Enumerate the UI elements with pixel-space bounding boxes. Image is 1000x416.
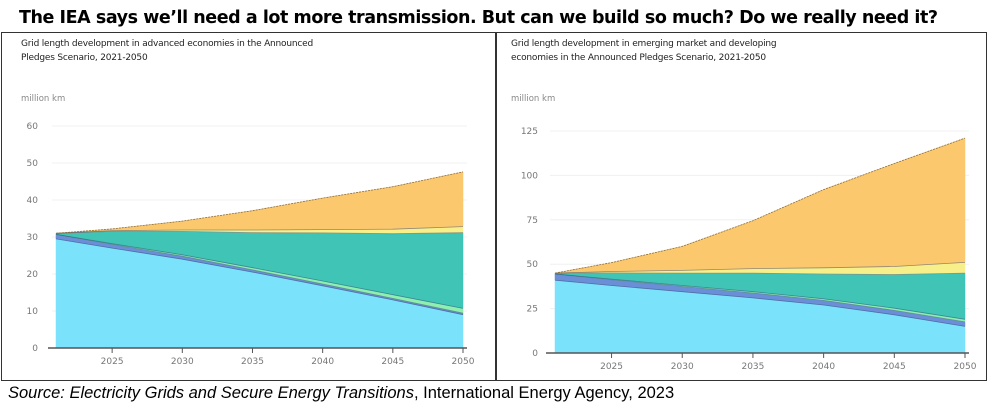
right-chart-title-line1: Grid length development in emerging mark…	[511, 39, 777, 49]
right-chart-y-unit: million km	[511, 94, 556, 104]
boundary-series_5	[55, 226, 464, 234]
source-rest: , International Energy Agency, 2023	[413, 384, 675, 402]
source-title: Electricity Grids and Secure Energy Tran…	[69, 384, 414, 402]
left-chart-title-line1: Grid length development in advanced econ…	[21, 39, 313, 49]
x-tick-label: 2050	[954, 362, 977, 372]
y-tick-label: 100	[521, 171, 538, 181]
left-chart-y-unit: million km	[21, 94, 66, 104]
x-tick-label: 2050	[452, 357, 475, 367]
source-citation: Source: Electricity Grids and Secure Ene…	[8, 384, 674, 403]
x-tick-label: 2025	[101, 357, 124, 367]
boundary-series_1	[55, 238, 464, 316]
y-tick-label: 60	[27, 122, 39, 132]
right-chart-title-line2: economies in the Announced Pledges Scena…	[511, 52, 766, 63]
x-tick-label: 2035	[741, 362, 764, 372]
y-tick-label: 125	[521, 127, 538, 137]
boundary-series_4	[554, 272, 966, 275]
headline: The IEA says we’ll need a lot more trans…	[19, 8, 938, 28]
y-tick-label: 50	[527, 260, 539, 270]
x-tick-label: 2045	[883, 362, 906, 372]
y-tick-label: 25	[527, 305, 538, 315]
y-tick-label: 0	[532, 349, 538, 359]
left-chart-title: Grid length development in advanced econ…	[21, 38, 313, 65]
x-tick-label: 2030	[671, 362, 694, 372]
x-tick-label: 2035	[241, 357, 264, 367]
x-tick-label: 2030	[171, 357, 194, 367]
y-tick-label: 30	[27, 233, 39, 243]
boundary-series_5	[554, 262, 966, 274]
x-tick-label: 2045	[381, 357, 404, 367]
x-tick-label: 2025	[600, 362, 623, 372]
boundary-series_1	[554, 279, 966, 327]
x-tick-label: 2040	[812, 362, 835, 372]
area-series_6	[55, 171, 464, 234]
boundary-series_2	[55, 234, 464, 314]
boundary-series_3	[55, 234, 464, 309]
y-tick-label: 0	[32, 344, 38, 354]
y-tick-label: 50	[27, 159, 39, 169]
boundary-series_4	[55, 231, 464, 235]
panel-divider	[495, 32, 497, 381]
right-chart-title: Grid length development in emerging mark…	[511, 38, 777, 65]
boundary-series_6	[55, 171, 464, 234]
source-prefix: Source:	[8, 384, 70, 402]
y-tick-label: 20	[27, 270, 39, 280]
charts-frame	[1, 32, 987, 381]
boundary-series_3	[554, 273, 966, 320]
y-tick-label: 10	[27, 307, 39, 317]
x-tick-label: 2040	[311, 357, 334, 367]
y-tick-label: 40	[27, 196, 39, 206]
area-series_6	[554, 137, 966, 274]
y-tick-label: 75	[527, 216, 538, 226]
boundary-series_2	[554, 273, 966, 323]
boundary-series_6	[554, 137, 966, 274]
left-chart-title-line2: Pledges Scenario, 2021-2050	[21, 52, 148, 63]
right-chart: 0 25 50 75 100 125 2025 2030 2035 2040 2045 2050	[521, 127, 977, 372]
